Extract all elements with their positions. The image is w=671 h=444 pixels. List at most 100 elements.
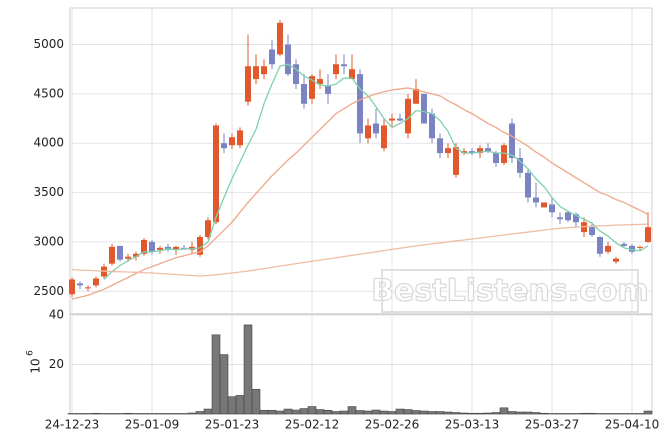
y-tick-label: 40 (49, 308, 64, 322)
volume-bar (379, 410, 389, 415)
volume-bar (275, 410, 285, 415)
candle-body (341, 64, 347, 67)
volume-bar (323, 409, 333, 415)
x-tick-label: 25-01-09 (125, 418, 179, 432)
candle-body (597, 236, 603, 254)
volume-bar (299, 408, 309, 415)
volume-bar (467, 412, 477, 415)
candle-body (645, 227, 651, 242)
candle-body (517, 158, 523, 173)
volume-bar (259, 409, 269, 415)
volume-bar (403, 409, 413, 415)
watermark-box (381, 269, 639, 313)
y-tick-label: 4000 (33, 136, 64, 150)
y-tick-label: 5000 (33, 37, 64, 51)
plot-frame (69, 7, 653, 415)
candle-body (493, 153, 499, 163)
volume-bar (459, 412, 469, 415)
volume-bar (475, 412, 485, 415)
x-tick-label: 25-03-13 (445, 418, 499, 432)
volume-bar (91, 412, 101, 415)
candle-body (69, 279, 75, 295)
volume-bar (355, 410, 365, 415)
volume-bar (515, 411, 525, 415)
volume-bar (427, 411, 437, 415)
candle-body (397, 118, 403, 121)
x-tick-label: 25-03-27 (525, 418, 579, 432)
candle-body (389, 118, 395, 121)
candle-body (429, 113, 435, 139)
volume-bar (331, 411, 341, 415)
candle-body (613, 258, 619, 262)
moving-average-line (71, 223, 649, 277)
volume-bar (451, 412, 461, 415)
candle-body (285, 44, 291, 75)
volume-bar (587, 412, 597, 415)
volume-bar (283, 408, 293, 415)
y-axis-label-base: 10 (29, 358, 43, 373)
candle-body (445, 148, 451, 154)
volume-bar (211, 334, 221, 415)
volume-bar (243, 324, 253, 415)
candle-body (157, 247, 163, 250)
candle-body (229, 137, 235, 146)
volume-bar (387, 411, 397, 415)
volume-bar (507, 411, 517, 415)
candle-body (421, 93, 427, 124)
candle-body (541, 202, 547, 208)
watermark: BestListens.com (371, 274, 649, 309)
x-tick-label: 24-12-23 (45, 418, 99, 432)
candle-body (333, 64, 339, 75)
candle-body (605, 245, 611, 252)
volume-bar (251, 388, 261, 415)
volume-bar (443, 411, 453, 415)
volume-bar (539, 412, 549, 415)
candle-body (357, 74, 363, 134)
candle-body (149, 241, 155, 252)
x-tick-label: 25-04-10 (605, 418, 659, 432)
candle-body (213, 125, 219, 223)
candle-body (293, 64, 299, 85)
volume-bar (307, 406, 317, 415)
y-tick-label: 2500 (33, 284, 64, 298)
candle-body (373, 123, 379, 134)
candle-body (565, 212, 571, 221)
candle-body (349, 69, 355, 80)
y-axis-label-exponent: 6 (26, 350, 36, 356)
candle-body (557, 217, 563, 220)
volume-bar (291, 409, 301, 415)
candle-body (245, 66, 251, 102)
candle-body (317, 79, 323, 85)
volume-bar (235, 395, 245, 415)
candle-body (453, 147, 459, 175)
candle-body (405, 98, 411, 134)
candle-body (549, 204, 555, 213)
volume-bar (411, 410, 421, 415)
candle-body (485, 148, 491, 152)
candle-body (381, 125, 387, 149)
candle-body (237, 130, 243, 146)
y-tick-label: 3500 (33, 185, 64, 199)
candle-body (461, 151, 467, 154)
candle-body (141, 239, 147, 254)
candle-body (117, 245, 123, 260)
candle-body (621, 243, 627, 246)
candle-body (437, 138, 443, 154)
candle-body (133, 253, 139, 257)
volume-bar (435, 411, 445, 415)
volume-bar (531, 412, 541, 415)
volume-bar (195, 411, 205, 415)
candle-body (629, 245, 635, 252)
volume-bar (123, 412, 133, 415)
volume-bar (187, 412, 197, 415)
candle-body (197, 236, 203, 255)
candle-body (277, 22, 283, 55)
y-tick-label: 20 (49, 357, 64, 371)
volume-bar (227, 396, 237, 415)
volume-bar (203, 408, 213, 415)
candle-body (269, 49, 275, 65)
volume-bar (491, 412, 501, 415)
candle-body (253, 66, 259, 80)
volume-bar (395, 408, 405, 415)
volume-bar (643, 410, 653, 415)
